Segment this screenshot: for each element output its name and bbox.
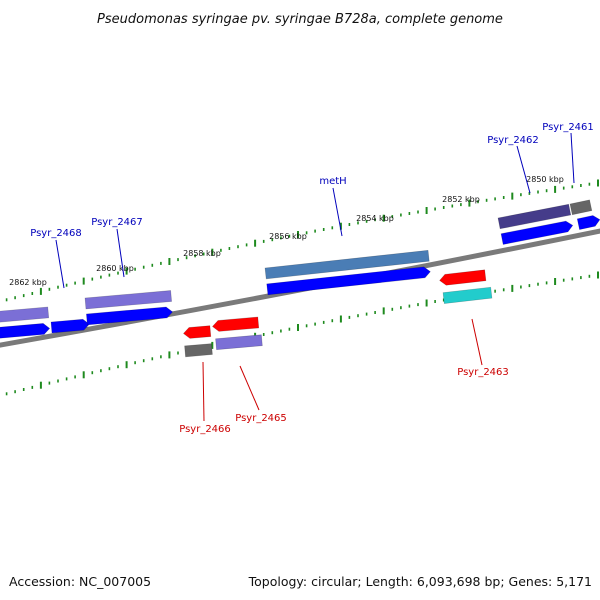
- gene-feature[interactable]: [0, 306, 51, 340]
- label-leader-lines: [55, 132, 575, 422]
- map-title: Pseudomonas syringae pv. syringae B728a,…: [97, 12, 503, 27]
- kbp-label: 2858 kbp: [183, 249, 221, 258]
- gene-features: [0, 199, 600, 358]
- kbp-label: 2860 kbp: [96, 264, 134, 273]
- gene-feature-psyr-2461[interactable]: [569, 199, 600, 231]
- gene-labels: Psyr_2468 Psyr_2467 metH Psyr_2462 Psyr_…: [30, 122, 594, 435]
- kbp-label: 2852 kbp: [442, 195, 480, 204]
- kbp-label: 2862 kbp: [9, 278, 47, 287]
- gene-feature-psyr-2467[interactable]: [84, 290, 173, 326]
- gene-feature-psyr-2462[interactable]: [497, 203, 574, 245]
- gene-label-psyr-2466[interactable]: Psyr_2466: [179, 424, 231, 435]
- gene-label-psyr-2463[interactable]: Psyr_2463: [457, 367, 509, 378]
- outer-tick-row: [5, 179, 599, 302]
- gene-feature-psyr-2466[interactable]: [183, 325, 213, 358]
- gene-feature-meth[interactable]: [264, 249, 431, 296]
- gene-feature-psyr-2465[interactable]: [212, 316, 263, 351]
- gene-label-meth[interactable]: metH: [319, 176, 346, 187]
- gene-label-psyr-2468[interactable]: Psyr_2468: [30, 228, 82, 239]
- gene-feature-psyr-2468[interactable]: [50, 318, 90, 334]
- gene-feature-psyr-2463[interactable]: [439, 269, 493, 304]
- gene-label-psyr-2465[interactable]: Psyr_2465: [235, 413, 287, 424]
- gene-label-psyr-2467[interactable]: Psyr_2467: [91, 217, 143, 228]
- accession-text: Accession: NC_007005: [9, 574, 151, 589]
- kbp-labels: 2862 kbp 2860 kbp 2858 kbp 2856 kbp 2854…: [9, 175, 564, 287]
- kbp-label: 2854 kbp: [356, 214, 394, 223]
- gene-label-psyr-2461[interactable]: Psyr_2461: [542, 122, 594, 133]
- genome-summary-text: Topology: circular; Length: 6,093,698 bp…: [248, 574, 592, 589]
- kbp-label: 2850 kbp: [526, 175, 564, 184]
- kbp-label: 2856 kbp: [269, 232, 307, 241]
- gene-label-psyr-2462[interactable]: Psyr_2462: [487, 135, 539, 146]
